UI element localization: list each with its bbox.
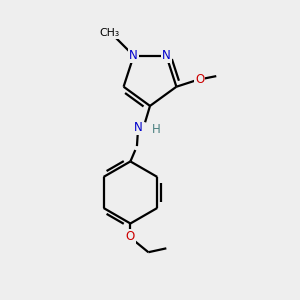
Text: H: H <box>152 123 160 136</box>
Text: N: N <box>134 121 142 134</box>
Text: N: N <box>129 49 138 62</box>
Text: O: O <box>126 230 135 243</box>
Text: O: O <box>195 73 205 86</box>
Text: N: N <box>162 49 171 62</box>
Text: CH₃: CH₃ <box>100 28 120 38</box>
